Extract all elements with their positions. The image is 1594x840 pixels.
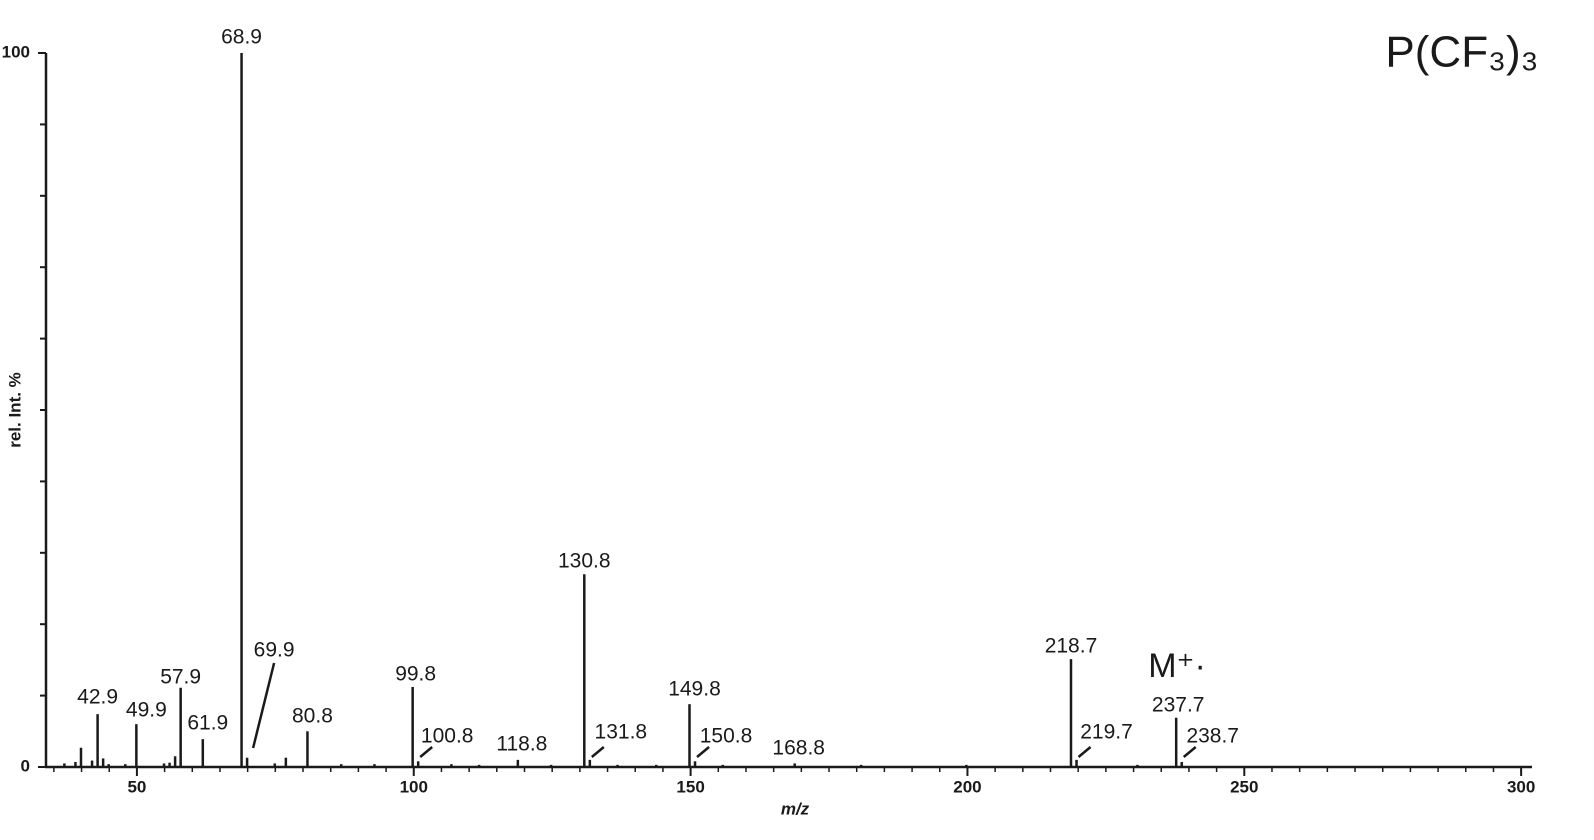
peak-label: 168.8	[772, 737, 825, 760]
x-tick-label: 150	[676, 777, 704, 796]
peak-label: 130.8	[558, 550, 611, 573]
leader	[1077, 746, 1092, 758]
chart-title: P(CF₃)₃	[1385, 28, 1538, 77]
peak-label: 68.9	[221, 26, 262, 49]
peak-label: 131.8	[595, 721, 648, 744]
leader	[591, 746, 605, 758]
peak-label: 237.7	[1152, 694, 1205, 717]
leader	[696, 746, 710, 758]
peak-label: 57.9	[160, 666, 201, 689]
y-tick-label: 0	[21, 756, 30, 775]
peak-label: 150.8	[700, 725, 753, 748]
peak-label: 61.9	[187, 712, 228, 735]
x-tick-label: 300	[1507, 777, 1535, 796]
annotation: M⁺·	[1148, 647, 1206, 685]
x-tick-label: 200	[953, 777, 981, 796]
leader	[1182, 746, 1197, 758]
peak-label: 100.8	[421, 725, 474, 748]
leader	[419, 746, 433, 758]
x-tick-label: 100	[400, 777, 428, 796]
x-tick-label: 50	[127, 777, 146, 796]
peak-label: 80.8	[292, 705, 333, 728]
y-tick-label: 100	[2, 42, 30, 61]
peak-label: 149.8	[668, 678, 721, 701]
peak-label: 49.9	[126, 699, 167, 722]
peak-label: 69.9	[254, 639, 295, 662]
peak-label: 218.7	[1045, 635, 1098, 658]
peak-label: 99.8	[395, 663, 436, 686]
x-tick-label: 250	[1230, 777, 1258, 796]
y-axis-label: rel. Int. %	[5, 372, 24, 448]
peak-label: 219.7	[1080, 721, 1133, 744]
leader	[251, 662, 276, 749]
peak-label: 42.9	[77, 686, 118, 709]
peak-label: 238.7	[1186, 725, 1239, 748]
x-axis-label: m/z	[781, 799, 810, 818]
peak-label: 118.8	[496, 733, 547, 756]
